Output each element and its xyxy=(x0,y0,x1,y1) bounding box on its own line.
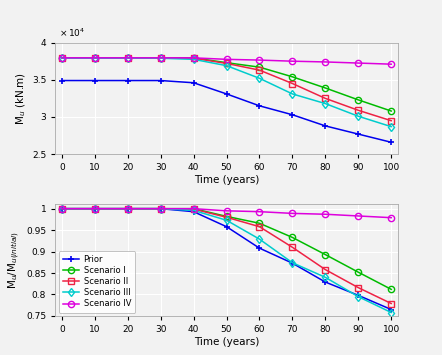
Scenario III xyxy=(389,310,394,315)
Scenario II xyxy=(356,285,361,290)
Scenario I xyxy=(290,235,295,240)
Scenario III xyxy=(191,208,196,213)
Scenario I xyxy=(59,207,65,211)
Line: Prior: Prior xyxy=(59,206,394,313)
Scenario III xyxy=(290,261,295,265)
Scenario IV xyxy=(191,207,196,211)
Line: Scenario III: Scenario III xyxy=(59,206,394,316)
Scenario III xyxy=(59,207,65,211)
Scenario III xyxy=(257,237,262,241)
Scenario III xyxy=(323,275,328,279)
Prior xyxy=(356,293,361,297)
Prior xyxy=(59,207,65,211)
Prior xyxy=(92,207,97,211)
Scenario IV xyxy=(158,207,163,211)
Scenario IV xyxy=(224,209,229,213)
Scenario IV xyxy=(323,212,328,217)
Scenario II xyxy=(92,207,97,211)
X-axis label: Time (years): Time (years) xyxy=(194,175,259,185)
Prior xyxy=(389,307,394,312)
Legend: Prior, Scenario I, Scenario II, Scenario III, Scenario IV: Prior, Scenario I, Scenario II, Scenario… xyxy=(59,251,135,313)
Text: $\times\,10^4$: $\times\,10^4$ xyxy=(59,27,85,39)
Scenario IV xyxy=(389,215,394,220)
Scenario II xyxy=(59,207,65,211)
Scenario IV xyxy=(257,209,262,214)
Prior xyxy=(158,207,163,211)
Scenario I xyxy=(158,207,163,211)
Scenario IV xyxy=(92,207,97,211)
Scenario I xyxy=(125,207,130,211)
Line: Scenario IV: Scenario IV xyxy=(59,206,394,221)
Scenario III xyxy=(356,295,361,299)
Scenario I xyxy=(356,270,361,274)
Scenario I xyxy=(224,214,229,219)
Scenario II xyxy=(191,207,196,211)
Y-axis label: M$_u$ (kN.m): M$_u$ (kN.m) xyxy=(14,72,28,125)
Scenario III xyxy=(224,218,229,222)
Scenario I xyxy=(323,252,328,257)
Scenario II xyxy=(224,215,229,219)
Scenario IV xyxy=(290,211,295,215)
Scenario III xyxy=(125,207,130,211)
Scenario II xyxy=(125,207,130,211)
Scenario II xyxy=(323,267,328,272)
Scenario I xyxy=(191,207,196,211)
Scenario III xyxy=(158,207,163,211)
X-axis label: Time (years): Time (years) xyxy=(194,337,259,347)
Prior xyxy=(191,209,196,214)
Prior xyxy=(125,207,130,211)
Scenario I xyxy=(389,287,394,291)
Line: Scenario II: Scenario II xyxy=(59,206,394,306)
Scenario IV xyxy=(59,207,65,211)
Scenario I xyxy=(257,221,262,225)
Scenario II xyxy=(290,245,295,250)
Scenario I xyxy=(92,207,97,211)
Scenario III xyxy=(92,207,97,211)
Prior xyxy=(323,280,328,284)
Scenario IV xyxy=(356,214,361,218)
Prior xyxy=(290,261,295,265)
Scenario II xyxy=(389,301,394,306)
Scenario II xyxy=(257,225,262,229)
Prior xyxy=(257,246,262,250)
Scenario II xyxy=(158,207,163,211)
Scenario IV xyxy=(125,207,130,211)
Y-axis label: M$_u$/M$_{u(initial)}$: M$_u$/M$_{u(initial)}$ xyxy=(7,231,22,289)
Prior xyxy=(224,225,229,229)
Line: Scenario I: Scenario I xyxy=(59,206,394,293)
